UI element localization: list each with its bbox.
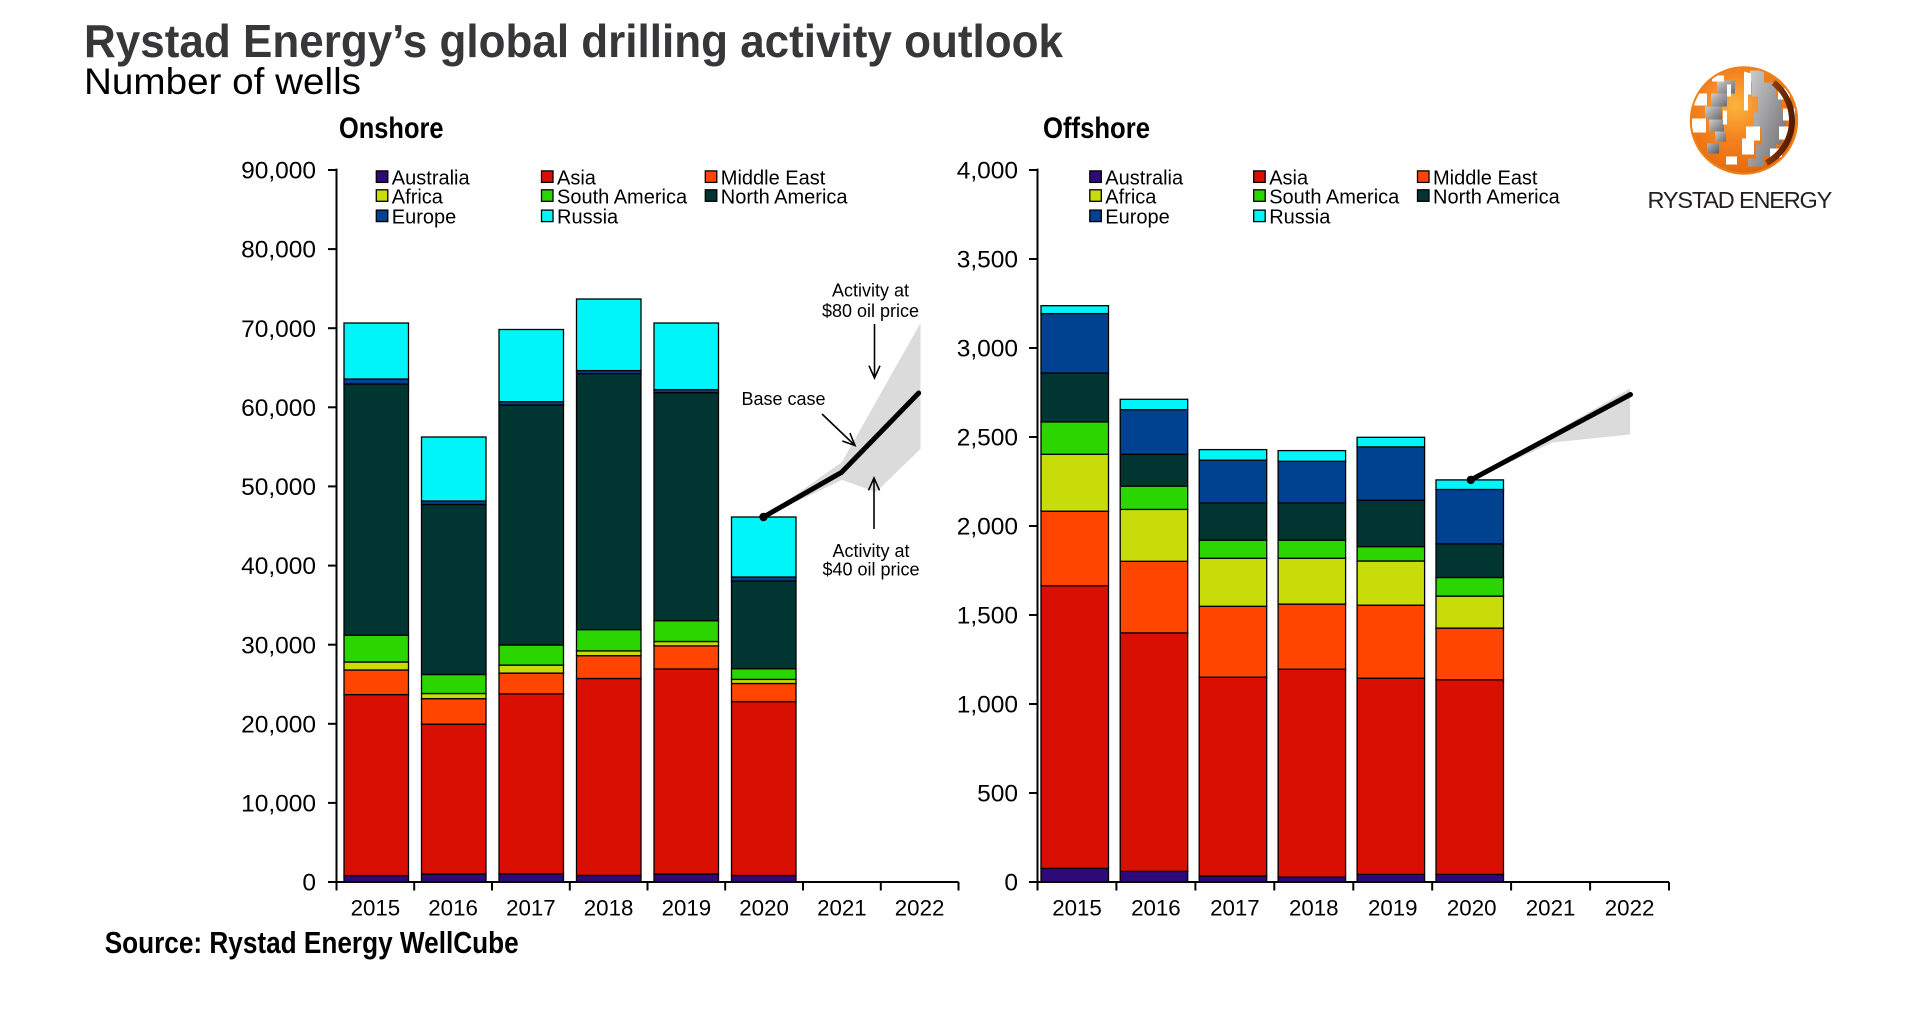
svg-text:South America: South America <box>1269 186 1400 208</box>
svg-text:Australia: Australia <box>392 167 471 189</box>
svg-text:Australia: Australia <box>1105 167 1184 189</box>
svg-text:Russia: Russia <box>1269 207 1331 229</box>
svg-text:Europe: Europe <box>392 207 457 229</box>
svg-text:RYSTAD ENERGY: RYSTAD ENERGY <box>1648 187 1834 213</box>
svg-text:80,000: 80,000 <box>241 237 316 264</box>
svg-text:$80 oil price: $80 oil price <box>822 301 919 321</box>
svg-text:2020: 2020 <box>739 896 789 921</box>
svg-text:2018: 2018 <box>584 896 634 921</box>
svg-text:North America: North America <box>1433 186 1561 208</box>
svg-text:3,000: 3,000 <box>957 336 1018 363</box>
svg-text:0: 0 <box>302 870 316 897</box>
svg-text:Africa: Africa <box>392 186 444 208</box>
svg-text:30,000: 30,000 <box>241 632 316 659</box>
svg-text:50,000: 50,000 <box>241 474 316 501</box>
svg-text:2,000: 2,000 <box>957 514 1018 541</box>
svg-text:2016: 2016 <box>428 896 478 921</box>
svg-text:Offshore: Offshore <box>1043 112 1150 145</box>
svg-text:3,500: 3,500 <box>957 247 1018 274</box>
svg-text:60,000: 60,000 <box>241 395 316 422</box>
svg-text:2020: 2020 <box>1447 896 1497 921</box>
svg-text:4,000: 4,000 <box>957 158 1018 185</box>
svg-text:Africa: Africa <box>1105 186 1157 208</box>
svg-text:10,000: 10,000 <box>241 791 316 818</box>
svg-text:2,500: 2,500 <box>957 425 1018 452</box>
svg-text:2015: 2015 <box>351 896 401 921</box>
svg-text:Base case: Base case <box>741 389 825 409</box>
svg-text:2017: 2017 <box>506 896 556 921</box>
svg-text:2019: 2019 <box>1368 896 1418 921</box>
svg-text:Asia: Asia <box>557 167 597 189</box>
svg-text:Rystad Energy’s global drillin: Rystad Energy’s global drilling activity… <box>84 15 1063 67</box>
svg-text:1,000: 1,000 <box>957 692 1018 719</box>
svg-text:2022: 2022 <box>895 896 945 921</box>
svg-text:2016: 2016 <box>1131 896 1181 921</box>
svg-text:1,500: 1,500 <box>957 603 1018 630</box>
svg-text:2015: 2015 <box>1052 896 1102 921</box>
svg-text:North America: North America <box>721 186 849 208</box>
svg-text:20,000: 20,000 <box>241 711 316 738</box>
svg-text:Activity at: Activity at <box>832 281 909 301</box>
svg-text:500: 500 <box>977 781 1018 808</box>
svg-text:90,000: 90,000 <box>241 158 316 185</box>
svg-text:2017: 2017 <box>1210 896 1260 921</box>
svg-text:Middle East: Middle East <box>721 167 826 189</box>
svg-text:$40 oil price: $40 oil price <box>822 560 919 580</box>
svg-text:2022: 2022 <box>1605 896 1655 921</box>
svg-text:Activity at: Activity at <box>832 541 909 561</box>
svg-text:Source: Rystad Energy WellCube: Source: Rystad Energy WellCube <box>105 925 519 960</box>
svg-text:40,000: 40,000 <box>241 553 316 580</box>
svg-text:0: 0 <box>1004 870 1018 897</box>
svg-text:2018: 2018 <box>1289 896 1339 921</box>
svg-text:Russia: Russia <box>557 207 619 229</box>
svg-text:Onshore: Onshore <box>339 112 444 145</box>
svg-text:2021: 2021 <box>1526 896 1576 921</box>
svg-text:Middle East: Middle East <box>1433 167 1538 189</box>
svg-text:70,000: 70,000 <box>241 316 316 343</box>
svg-text:South America: South America <box>557 186 688 208</box>
svg-text:Number of wells: Number of wells <box>84 61 361 102</box>
svg-text:2021: 2021 <box>817 896 867 921</box>
svg-text:Europe: Europe <box>1105 207 1170 229</box>
svg-text:Asia: Asia <box>1269 167 1309 189</box>
svg-text:2019: 2019 <box>662 896 712 921</box>
